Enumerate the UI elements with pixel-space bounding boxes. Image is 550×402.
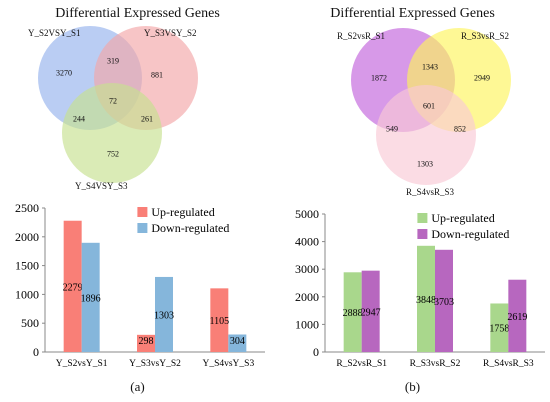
venn-a-only1: 3270	[56, 68, 72, 78]
y-tick-label: 0	[33, 345, 39, 359]
panel-a: Differential Expressed Genes Y_S2VSY_S1 …	[15, 6, 265, 394]
bar-up-2	[210, 288, 229, 352]
bar-down-1	[155, 276, 173, 352]
venn-a-title: Differential Expressed Genes	[55, 6, 220, 21]
x-category-label: Y_S4vsY_S3	[202, 359, 254, 369]
bar-up-1	[137, 334, 155, 352]
legend-swatch-0	[137, 207, 148, 217]
y-tick-label: 2000	[15, 230, 39, 244]
bar-value-label: 1758	[489, 324, 509, 335]
bar-value-label: 304	[230, 336, 245, 347]
y-tick-label: 2500	[15, 201, 39, 215]
venn-b-r23: 852	[454, 124, 466, 134]
venn-a-only3: 752	[107, 149, 119, 159]
legend-label-1: Down-regulated	[151, 221, 229, 235]
venn-a-circle-3	[62, 83, 162, 183]
venn-b-r123: 601	[423, 101, 435, 111]
x-category-label: R_S4vsR_S3	[483, 359, 534, 369]
venn-a-only2: 881	[151, 70, 163, 80]
venn-a-diagram	[38, 26, 198, 183]
panel-label-b: (b)	[404, 379, 421, 394]
bar-down-1	[435, 249, 453, 352]
bar-value-label: 3703	[434, 297, 454, 308]
bar-value-label: 1896	[81, 293, 101, 304]
bar-up-0	[343, 272, 362, 352]
venn-b-only2: 2949	[474, 73, 490, 83]
bar-value-label: 2947	[361, 307, 381, 318]
legend-label-0: Up-regulated	[431, 211, 494, 225]
bar-down-2	[508, 279, 527, 352]
x-category-label: Y_S2vsY_S1	[56, 359, 108, 369]
legend-swatch-0	[417, 213, 428, 223]
y-tick-label: 3000	[295, 262, 319, 276]
venn-b-r12: 1343	[422, 62, 438, 72]
venn-a-r23: 261	[141, 114, 153, 124]
bar-down-0	[81, 242, 100, 352]
bar-down-2	[228, 334, 247, 352]
venn-b-only3: 1303	[417, 159, 433, 169]
y-tick-label: 500	[21, 316, 39, 330]
venn-a-r13: 244	[73, 114, 85, 124]
panel-b: Differential Expressed Genes R_S2vsR_S1 …	[275, 0, 550, 402]
legend-swatch-1	[417, 229, 428, 239]
y-tick-label: 1000	[15, 287, 39, 301]
bar-value-label: 1303	[154, 310, 174, 321]
venn-a-set-label-2: Y_S3VSY_S2	[144, 28, 197, 38]
bar-value-label: 2619	[507, 312, 527, 323]
bar-value-label: 2279	[63, 282, 83, 293]
venn-b-circle-3	[376, 85, 476, 185]
y-tick-label: 1000	[295, 317, 319, 331]
bar-value-label: 3848	[416, 295, 436, 306]
legend-label-1: Down-regulated	[431, 227, 509, 241]
venn-a-r123: 72	[109, 96, 117, 106]
bar-up-0	[63, 220, 82, 352]
bar-value-label: 298	[139, 336, 154, 347]
y-tick-label: 1500	[15, 259, 39, 273]
y-tick-label: 4000	[295, 235, 319, 249]
venn-a-r12: 319	[107, 56, 119, 66]
bar-up-2	[490, 303, 509, 352]
y-tick-label: 5000	[295, 207, 319, 221]
venn-b-set-label-2: R_S3vsR_S2	[461, 31, 510, 41]
venn-a-set-label-3: Y_S4VSY_S3	[75, 181, 128, 191]
bar-value-label: 1105	[210, 316, 230, 327]
venn-b-title: Differential Expressed Genes	[330, 6, 495, 21]
y-tick-label: 2000	[295, 290, 319, 304]
venn-b-set-label-1: R_S2vsR_S1	[337, 31, 386, 41]
venn-a-set-label-1: Y_S2VSY_S1	[28, 28, 81, 38]
venn-b-r13: 549	[386, 124, 398, 134]
venn-b-only1: 1872	[371, 73, 387, 83]
bar-up-1	[417, 245, 435, 352]
x-category-label: R_S3vsR_S2	[410, 359, 461, 369]
y-tick-label: 0	[313, 345, 319, 359]
x-category-label: Y_S3vsY_S2	[129, 359, 181, 369]
venn-b-diagram	[351, 28, 511, 185]
legend-swatch-1	[137, 223, 148, 233]
legend-label-0: Up-regulated	[151, 205, 214, 219]
panel-label-a: (a)	[130, 379, 145, 394]
venn-b-set-label-3: R_S4vsR_S3	[406, 187, 455, 197]
bar-down-0	[361, 270, 380, 352]
bar-value-label: 2888	[343, 308, 363, 319]
x-category-label: R_S2vsR_S1	[336, 359, 387, 369]
